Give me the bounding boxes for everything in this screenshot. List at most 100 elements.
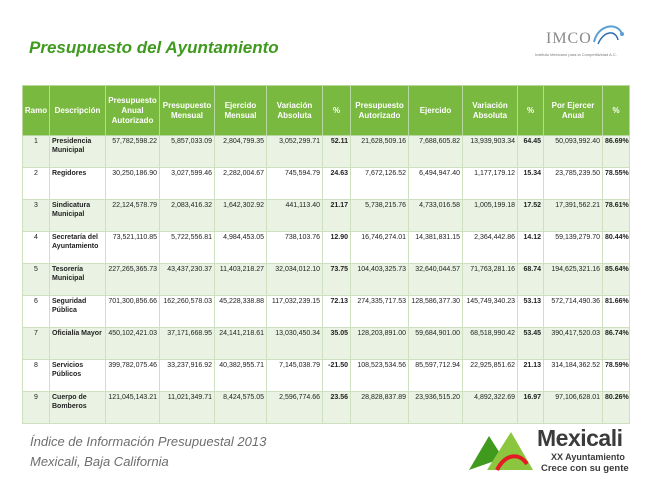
table-cell: 32,640,044.57 [408,263,463,296]
page-title: Presupuesto del Ayuntamiento [29,38,279,57]
table-cell: 274,335,717.53 [350,295,409,328]
table-cell: 1,642,302.92 [214,199,267,232]
table-cell: 117,032,239.15 [266,295,323,328]
column-header: Descripción [49,85,106,136]
table-cell: 78.59% [602,359,630,392]
table-cell: 5,722,556.81 [159,231,215,264]
table-row: 5 Tesorería Municipal 227,265,365.73 43,437… [22,263,630,296]
table-cell: 2,282,004.67 [214,167,267,200]
table-cell: 2,083,416.32 [159,199,215,232]
budget-table: Ramo Descripción Presupuesto Anual Autoriz… [22,85,630,424]
imco-swirl-icon [593,25,624,45]
table-cell: 227,265,365.73 [105,263,160,296]
table-cell: 6,494,947.40 [408,167,463,200]
table-cell: 43,437,230.37 [159,263,215,296]
table-cell: Regidores [49,167,106,200]
table-cell: 73,521,110.85 [105,231,160,264]
table-cell: 86.74% [602,327,630,360]
table-cell: 59,139,279.70 [543,231,603,264]
imco-tagline: Instituto Mexicano para la Competitivida… [535,52,617,57]
table-row: 7 Oficialía Mayor 450,102,421.03 37,171,668… [22,327,630,360]
table-cell: 81.66% [602,295,630,328]
table-row: 6 Seguridad Pública 701,300,856.66 162,260,… [22,295,630,328]
table-cell: 78.61% [602,199,630,232]
table-cell: 108,523,534.56 [350,359,409,392]
table-cell: Oficialía Mayor [49,327,106,360]
footer-location: Mexicali, Baja California [30,454,169,469]
table-cell: 85.64% [602,263,630,296]
table-cell: 16.97 [517,391,544,424]
table-cell: 30,250,186.90 [105,167,160,200]
table-cell: 3,027,599.46 [159,167,215,200]
table-row: 8 Servicios Públicos 399,782,075.46 33,237,… [22,359,630,392]
mexicali-logo-icon [469,432,533,471]
table-cell: 5,857,033.09 [159,135,215,168]
table-cell: 738,103.76 [266,231,323,264]
table-cell: 2 [22,167,50,200]
table-cell: 145,749,340.23 [462,295,518,328]
table-cell: 45,228,338.88 [214,295,267,328]
column-header: % [517,85,544,136]
table-cell: 86.69% [602,135,630,168]
table-cell: 1 [22,135,50,168]
table-cell: 32,034,012.10 [266,263,323,296]
table-cell: -21.50 [322,359,351,392]
table-cell: Servicios Públicos [49,359,106,392]
table-cell: 16,746,274.01 [350,231,409,264]
table-cell: 572,714,490.36 [543,295,603,328]
table-cell: 7,688,605.82 [408,135,463,168]
table-cell: 399,782,075.46 [105,359,160,392]
column-header: Ejercido Mensual [214,85,267,136]
table-cell: Secretaría del Ayuntamiento [49,231,106,264]
table-cell: 52.11 [322,135,351,168]
table-cell: 22,124,578.79 [105,199,160,232]
table-cell: 8,424,575.05 [214,391,267,424]
table-cell: 9 [22,391,50,424]
table-cell: 21.13 [517,359,544,392]
column-header: % [322,85,351,136]
table-cell: 28,828,837.89 [350,391,409,424]
table-cell: 33,237,916.92 [159,359,215,392]
table-cell: 35.05 [322,327,351,360]
footer-title: Índice de Información Presupuestal 2013 [30,434,267,449]
table-cell: 162,260,578.03 [159,295,215,328]
table-cell: 5,738,215.76 [350,199,409,232]
imco-logo-text: IMCO [546,30,592,47]
column-header: Ejercido [408,85,463,136]
table-cell: Cuerpo de Bomberos [49,391,106,424]
table-cell: 3,052,299.71 [266,135,323,168]
table-row: 3 Sindicatura Municipal 22,124,578.79 2,083… [22,199,630,232]
table-cell: 128,203,891.00 [350,327,409,360]
table-row: 9 Cuerpo de Bomberos 121,045,143.21 11,021,… [22,391,630,424]
table-cell: 97,106,628.01 [543,391,603,424]
column-header: Variación Absoluta [462,85,518,136]
table-cell: 24.63 [322,167,351,200]
table-row: 4 Secretaría del Ayuntamiento 73,521,110.8… [22,231,630,264]
table-cell: Tesorería Municipal [49,263,106,296]
table-cell: 17,391,562.21 [543,199,603,232]
table-cell: 11,403,218.27 [214,263,267,296]
table-cell: 14.12 [517,231,544,264]
table-cell: 59,684,901.00 [408,327,463,360]
table-cell: 441,113.40 [266,199,323,232]
column-header: Presupuesto Anual Autorizado [105,85,160,136]
table-cell: 22,925,851.62 [462,359,518,392]
table-cell: Presidencia Municipal [49,135,106,168]
table-cell: 4,733,016.58 [408,199,463,232]
table-cell: 11,021,349.71 [159,391,215,424]
table-cell: 1,005,199.18 [462,199,518,232]
table-cell: 12.90 [322,231,351,264]
table-cell: 23.56 [322,391,351,424]
table-cell: 4,892,322.69 [462,391,518,424]
mexicali-subtitle: XX Ayuntamiento [551,452,625,462]
table-row: 1 Presidencia Municipal 57,782,598.22 5,857… [22,135,630,168]
table-cell: 390,417,520.03 [543,327,603,360]
table-cell: Seguridad Pública [49,295,106,328]
table-cell: 6 [22,295,50,328]
table-cell: 314,184,362.52 [543,359,603,392]
table-cell: 128,586,377.30 [408,295,463,328]
column-header: Variación Absoluta [266,85,323,136]
column-header: Por Ejercer Anual [543,85,603,136]
table-cell: 37,171,668.95 [159,327,215,360]
table-cell: 53.45 [517,327,544,360]
